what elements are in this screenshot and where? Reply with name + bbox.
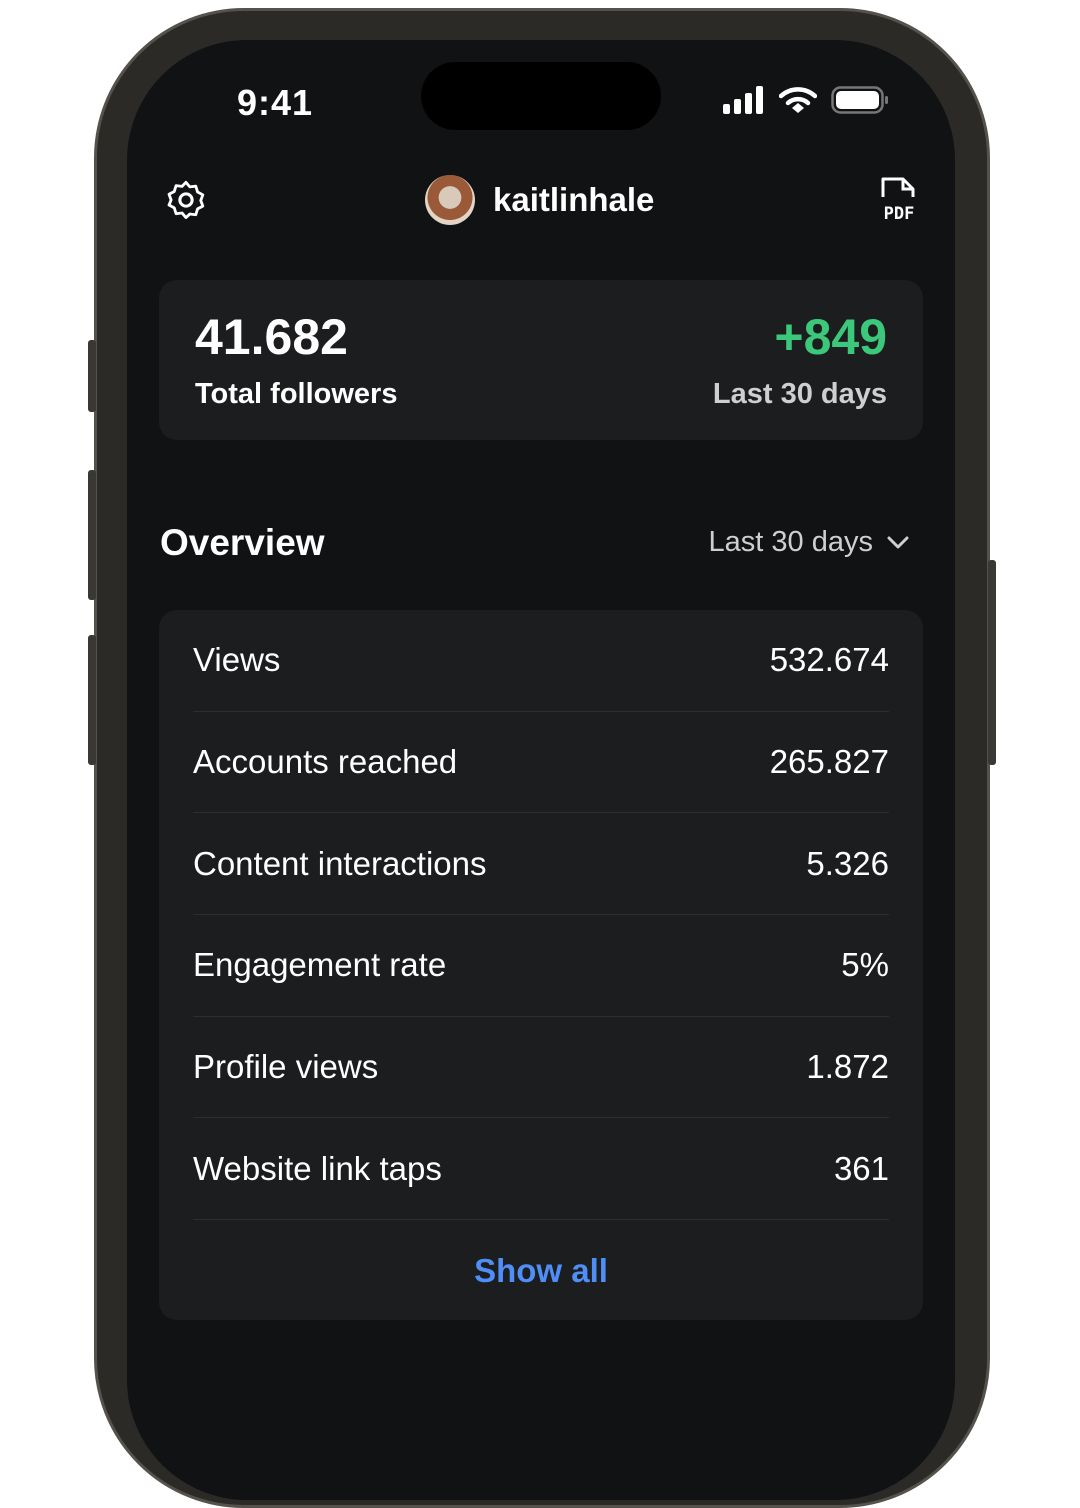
- range-dropdown[interactable]: Last 30 days: [709, 526, 909, 559]
- metric-row[interactable]: Engagement rate 5%: [193, 915, 889, 1017]
- total-followers-label: Total followers: [195, 378, 398, 410]
- battery-icon: [831, 86, 888, 114]
- show-all-button[interactable]: Show all: [474, 1252, 608, 1290]
- metric-label: Engagement rate: [193, 946, 447, 984]
- dynamic-island: [421, 62, 661, 130]
- total-followers-value: 41.682: [195, 309, 348, 365]
- screen: 9:41 kaitlinhale PDF 41.682 Total follow…: [127, 40, 955, 1500]
- wifi-icon: [779, 87, 817, 113]
- settings-gear-icon[interactable]: [163, 177, 209, 223]
- metric-row[interactable]: Views 532.674: [193, 610, 889, 712]
- metric-value: 5%: [841, 946, 889, 984]
- status-time: 9:41: [237, 82, 314, 123]
- overview-title: Overview: [160, 522, 325, 563]
- action-button: [88, 340, 96, 412]
- metric-row[interactable]: Website link taps 361: [193, 1118, 889, 1221]
- metric-row[interactable]: Content interactions 5.326: [193, 813, 889, 916]
- account-switcher[interactable]: kaitlinhale: [425, 175, 654, 225]
- power-button: [988, 560, 996, 765]
- range-label: Last 30 days: [708, 526, 873, 558]
- metric-value: 265.827: [769, 743, 889, 781]
- volume-down-button: [88, 635, 96, 765]
- followers-card: 41.682 Total followers +849 Last 30 days: [159, 280, 923, 440]
- followers-change-value: +849: [774, 309, 887, 365]
- metric-value: 532.674: [769, 641, 889, 679]
- status-icons: [723, 86, 889, 114]
- chevron-down-icon: [887, 536, 909, 548]
- volume-up-button: [88, 470, 96, 600]
- overview-card: Views 532.674 Accounts reached 265.827 Conte…: [159, 610, 923, 1320]
- metric-label: Accounts reached: [193, 743, 458, 781]
- metric-row[interactable]: Profile views 1.872: [193, 1017, 889, 1119]
- signal-icon: [723, 86, 763, 114]
- metric-label: Content interactions: [193, 844, 487, 882]
- metric-label: Views: [193, 641, 281, 679]
- metric-row[interactable]: Accounts reached 265.827: [193, 712, 889, 814]
- profile-header: kaitlinhale PDF: [127, 175, 955, 225]
- pdf-label: PDF: [884, 204, 915, 223]
- metric-value: 1.872: [806, 1048, 889, 1086]
- metric-value: 361: [833, 1149, 889, 1187]
- metric-label: Profile views: [193, 1048, 379, 1086]
- avatar: [425, 175, 475, 225]
- metric-value: 5.326: [806, 844, 889, 882]
- metric-label: Website link taps: [193, 1149, 442, 1187]
- pdf-export-icon[interactable]: PDF: [879, 175, 919, 223]
- username: kaitlinhale: [493, 181, 655, 218]
- followers-change-label: Last 30 days: [712, 378, 887, 410]
